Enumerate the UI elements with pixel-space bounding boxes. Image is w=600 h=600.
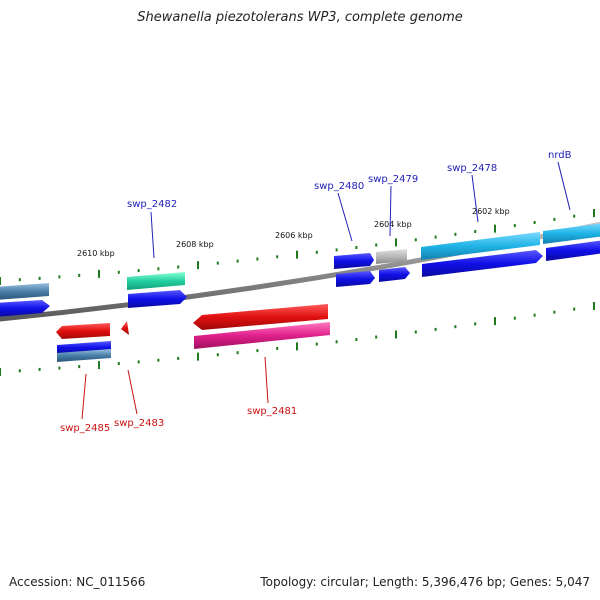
gene-label-swp-2479[interactable]: swp_2479 bbox=[368, 174, 418, 185]
gene-label-swp-2480[interactable]: swp_2480 bbox=[314, 181, 364, 192]
feature-swp-2483-red[interactable] bbox=[121, 321, 129, 335]
tick-label-2606: 2606 kbp bbox=[275, 231, 313, 240]
feature-left-blue[interactable] bbox=[0, 300, 50, 317]
tick-label-2602: 2602 kbp bbox=[472, 207, 510, 216]
forward-features bbox=[0, 223, 600, 317]
leader-swp-2479 bbox=[389, 185, 392, 237]
leader-nrdb bbox=[557, 161, 571, 211]
gene-label-swp-2482[interactable]: swp_2482 bbox=[127, 199, 177, 210]
feature-left-steel[interactable] bbox=[0, 283, 49, 300]
map-title: Shewanella piezotolerans WP3, complete g… bbox=[137, 10, 463, 25]
gene-label-swp-2481[interactable]: swp_2481 bbox=[247, 406, 297, 417]
tick-label-2608: 2608 kbp bbox=[176, 240, 214, 249]
leader-swp-2485 bbox=[81, 373, 87, 420]
feature-swp-2479-gray[interactable] bbox=[376, 249, 407, 264]
feature-swp-2482-teal[interactable] bbox=[127, 272, 185, 290]
leader-swp-2478 bbox=[471, 174, 479, 223]
leader-swp-2482 bbox=[150, 211, 155, 259]
tick-label-2610: 2610 kbp bbox=[77, 249, 115, 258]
gene-label-swp-2478[interactable]: swp_2478 bbox=[447, 163, 497, 174]
topology-summary: Topology: circular; Length: 5,396,476 bp… bbox=[260, 575, 590, 589]
leader-swp-2480 bbox=[337, 192, 353, 242]
leader-swp-2481 bbox=[264, 356, 269, 404]
gene-label-nrdb[interactable]: nrdB bbox=[548, 150, 572, 161]
leader-swp-2483 bbox=[127, 369, 138, 415]
position-ticks: 2610 kbp 2608 kbp 2606 kbp 2604 kbp 2602… bbox=[77, 207, 510, 258]
feature-swp-2479-blue[interactable] bbox=[379, 267, 410, 282]
feature-swp-2478-blue[interactable] bbox=[422, 250, 543, 277]
feature-swp-2480-b[interactable] bbox=[336, 271, 375, 287]
tick-label-2604: 2604 kbp bbox=[374, 220, 412, 229]
reverse-features bbox=[56, 304, 330, 362]
feature-swp-2478-cyan[interactable] bbox=[421, 232, 540, 260]
label-leaders bbox=[81, 161, 571, 420]
feature-swp-2482-blue[interactable] bbox=[128, 290, 187, 308]
upper-tick-row bbox=[0, 209, 595, 285]
gene-labels: swp_2482 swp_2480 swp_2479 swp_2478 nrdB… bbox=[60, 150, 572, 434]
feature-swp-2481-magenta[interactable] bbox=[194, 322, 330, 349]
feature-nrdb-blue[interactable] bbox=[546, 240, 600, 261]
feature-swp-2485-red[interactable] bbox=[56, 323, 110, 339]
gene-label-swp-2485[interactable]: swp_2485 bbox=[60, 423, 110, 434]
feature-swp-2481-red[interactable] bbox=[193, 304, 328, 330]
gene-label-swp-2483[interactable]: swp_2483 bbox=[114, 418, 164, 429]
lower-tick-row bbox=[0, 302, 595, 376]
accession-text: Accession: NC_011566 bbox=[9, 575, 146, 589]
feature-swp-2485-steel[interactable] bbox=[57, 349, 111, 362]
feature-swp-2480-a[interactable] bbox=[334, 253, 374, 269]
feature-nrdb-cyan[interactable] bbox=[543, 223, 600, 244]
